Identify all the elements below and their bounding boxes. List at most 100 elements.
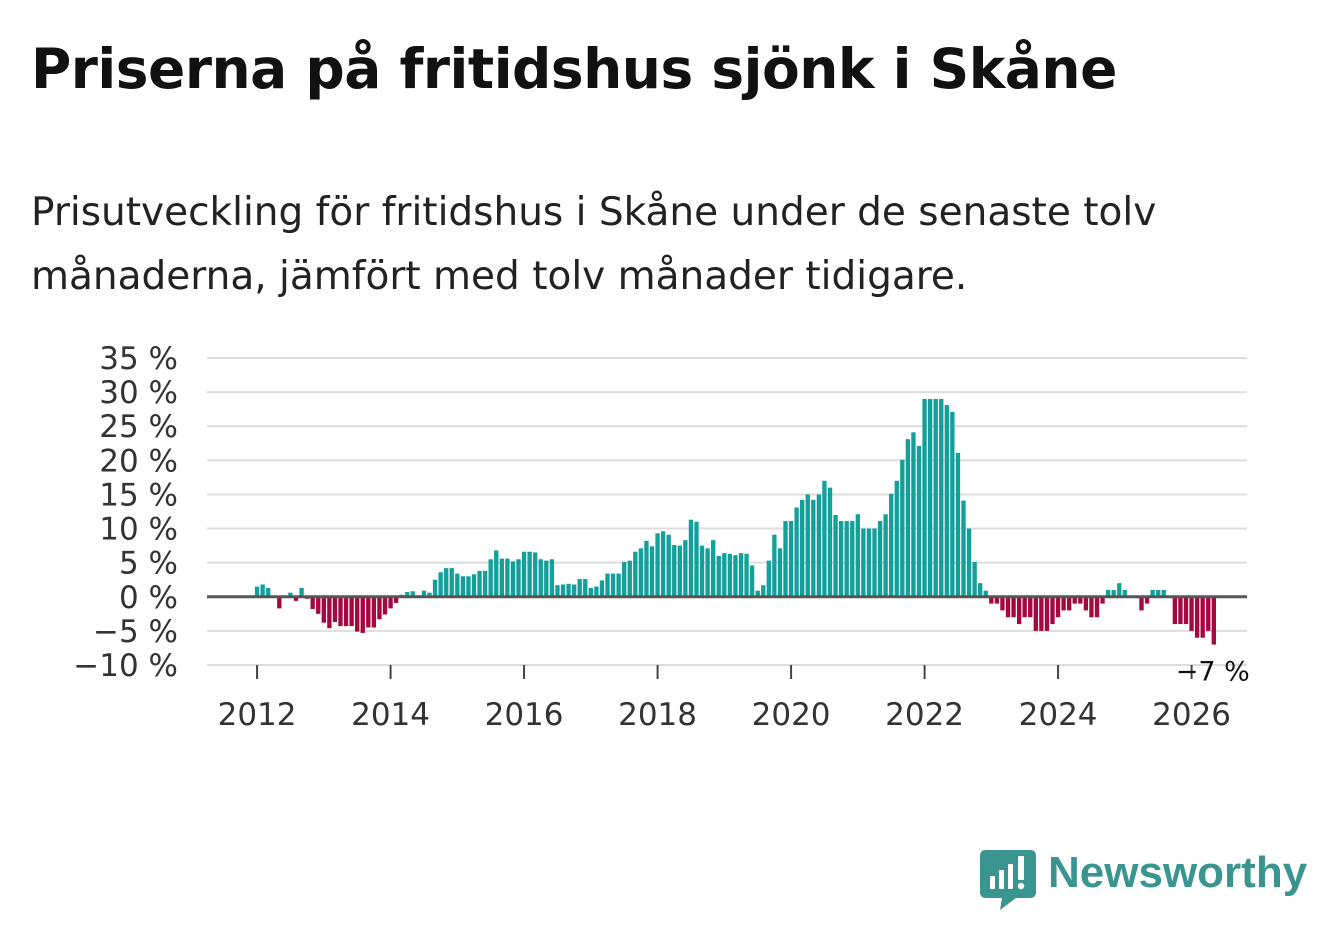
bar — [644, 540, 649, 597]
bar — [733, 555, 738, 597]
bar — [494, 550, 499, 597]
bar — [838, 521, 844, 597]
bar — [583, 579, 588, 597]
bar — [499, 558, 504, 597]
bar — [477, 570, 482, 597]
bar — [950, 411, 955, 597]
bar — [1105, 589, 1111, 597]
bar-series — [254, 398, 1216, 645]
bar — [560, 584, 566, 597]
bar — [955, 452, 961, 597]
bar — [360, 596, 365, 633]
bar — [666, 534, 671, 597]
bar — [521, 551, 527, 597]
bar — [466, 576, 471, 597]
bar — [894, 480, 899, 597]
bar — [432, 579, 438, 597]
bar — [1033, 596, 1038, 631]
bar — [293, 596, 299, 601]
bar — [1111, 589, 1116, 597]
bar — [266, 587, 271, 597]
bar — [1189, 596, 1194, 631]
bar — [755, 590, 760, 597]
bar — [783, 521, 788, 597]
bar — [861, 528, 866, 597]
bar — [627, 560, 632, 597]
bar — [989, 596, 994, 604]
bar — [916, 446, 922, 597]
bar — [482, 570, 488, 597]
bar — [927, 398, 933, 597]
bar — [822, 480, 827, 597]
bar — [488, 559, 493, 597]
bar — [905, 439, 911, 597]
bar — [649, 546, 655, 597]
bar — [393, 596, 399, 603]
bar — [772, 534, 777, 597]
bar — [327, 596, 332, 629]
bar — [1050, 596, 1055, 625]
bar — [727, 553, 733, 597]
bar — [777, 548, 783, 597]
bar — [966, 528, 972, 597]
bar — [622, 561, 627, 597]
bar — [1200, 596, 1205, 638]
bar — [922, 398, 927, 597]
last-value-label: −7 % — [1176, 657, 1250, 688]
bar — [855, 514, 860, 597]
bar — [310, 596, 315, 610]
bar — [744, 553, 749, 597]
bar — [994, 596, 1000, 604]
bar — [254, 586, 260, 597]
bar — [549, 559, 555, 597]
bar — [1100, 596, 1105, 604]
bar — [349, 596, 354, 627]
y-tick-label: 10 % — [99, 512, 178, 548]
bar — [833, 514, 838, 597]
bar — [711, 540, 716, 597]
bar — [972, 561, 977, 597]
bar — [705, 548, 710, 597]
bar — [566, 583, 571, 597]
y-tick-label: 30 % — [99, 375, 178, 411]
bar — [866, 528, 872, 597]
bar — [694, 521, 699, 597]
grid-lines — [207, 357, 1247, 666]
bar — [405, 592, 410, 597]
bar — [1028, 596, 1033, 618]
bar — [722, 553, 727, 597]
bar — [900, 459, 905, 597]
bar — [527, 551, 532, 597]
bar — [1206, 596, 1211, 631]
y-axis: 35 %30 %25 %20 %15 %10 %5 %0 %−5 %−10 % — [73, 341, 178, 684]
bar — [438, 572, 443, 597]
bar — [338, 596, 343, 627]
bar — [299, 587, 304, 597]
bar — [699, 545, 705, 597]
bar — [978, 583, 983, 597]
bar — [588, 587, 593, 597]
bar — [883, 514, 888, 597]
bar — [355, 596, 360, 632]
bar — [877, 521, 883, 597]
bar — [1067, 596, 1072, 611]
bar — [510, 561, 516, 597]
bar — [610, 573, 616, 597]
bar — [555, 585, 560, 597]
bar — [766, 560, 771, 597]
bar — [677, 545, 682, 597]
bar — [1172, 596, 1178, 625]
bar — [1139, 596, 1144, 611]
bar — [911, 432, 916, 597]
bar — [1161, 589, 1166, 597]
bar — [1117, 583, 1122, 597]
newsworthy-logo-icon — [980, 850, 1036, 910]
bar — [633, 551, 638, 597]
bar — [455, 573, 460, 597]
bar — [1156, 589, 1161, 597]
bar — [660, 531, 666, 597]
bar — [761, 585, 766, 597]
bar — [788, 521, 794, 597]
bar — [683, 540, 688, 597]
